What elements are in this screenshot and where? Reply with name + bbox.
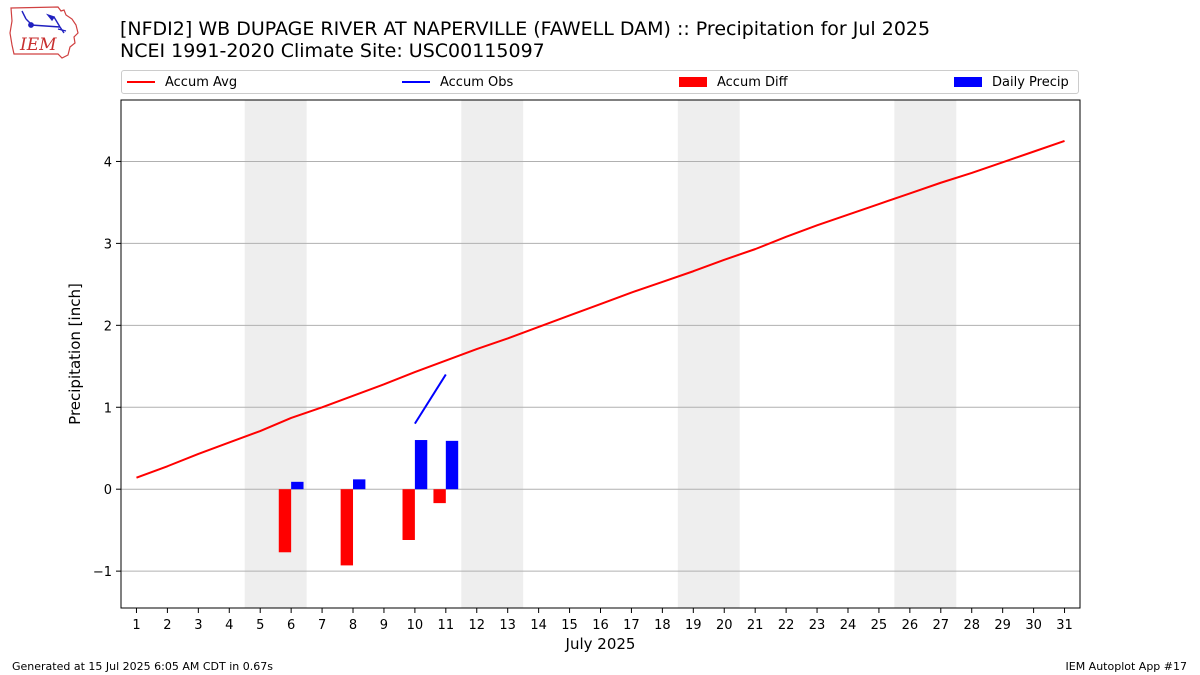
x-tick-label: 15: [561, 618, 578, 633]
x-tick-label: 23: [809, 618, 826, 633]
chart-title: [NFDI2] WB DUPAGE RIVER AT NAPERVILLE (F…: [120, 18, 931, 40]
x-tick-label: 27: [933, 618, 950, 633]
legend-swatch-accum-avg: [127, 81, 155, 83]
legend-item-daily-precip: Daily Precip: [954, 71, 1069, 93]
legend-item-accum-diff: Accum Diff: [679, 71, 788, 93]
footer-app-id: IEM Autoplot App #17: [1065, 660, 1188, 673]
x-tick-label: 30: [1025, 618, 1042, 633]
x-tick-label: 25: [871, 618, 888, 633]
legend: Accum Avg Accum Obs Accum Diff Daily Pre…: [121, 70, 1079, 94]
bar-daily-precip-day-11: [445, 440, 459, 490]
x-tick-label: 11: [438, 618, 455, 633]
x-tick-label: 3: [194, 618, 202, 633]
line-accum-avg: [136, 140, 1065, 479]
x-tick-label: 6: [287, 618, 295, 633]
x-tick-label: 20: [716, 618, 733, 633]
plot-frame: [120, 99, 1081, 609]
x-tick-label: 16: [592, 618, 609, 633]
x-axis-label: July 2025: [565, 635, 636, 653]
legend-swatch-accum-diff: [679, 77, 707, 87]
y-tick-label: 0: [104, 483, 112, 498]
weather-station-icon: [21, 10, 67, 34]
bar-accum-diff-day-6: [278, 489, 292, 553]
x-tick-label: 4: [225, 618, 233, 633]
x-tick-label: 28: [963, 618, 980, 633]
x-tick-label: 8: [349, 618, 357, 633]
y-tick-label: 3: [104, 237, 112, 252]
legend-item-accum-obs: Accum Obs: [402, 71, 513, 93]
chart-subtitle: NCEI 1991-2020 Climate Site: USC00115097: [120, 40, 545, 62]
legend-label-accum-avg: Accum Avg: [165, 74, 238, 90]
weekend-band-3: [894, 100, 957, 608]
x-tick-label: 22: [778, 618, 795, 633]
x-tick-label: 13: [499, 618, 516, 633]
legend-label-accum-obs: Accum Obs: [440, 74, 514, 90]
legend-item-accum-avg: Accum Avg: [127, 71, 237, 93]
x-tick-label: 12: [468, 618, 485, 633]
x-tick-label: 26: [902, 618, 919, 633]
y-tick-label: −1: [93, 565, 112, 580]
legend-swatch-daily-precip: [954, 77, 982, 87]
bar-daily-precip-day-8: [353, 479, 366, 490]
x-tick-label: 9: [380, 618, 388, 633]
x-tick-label: 14: [530, 618, 547, 633]
grid-lines: [121, 160, 1080, 572]
y-tick-label: 4: [104, 155, 112, 170]
iem-logo: IEM: [9, 6, 79, 59]
weekend-band-2: [677, 100, 740, 608]
bar-accum-diff-day-8: [340, 489, 354, 566]
x-tick-label: 5: [256, 618, 264, 633]
iowa-outline-icon: [9, 6, 79, 59]
x-tick-label: 31: [1056, 618, 1073, 633]
bar-accum-diff-day-11: [433, 489, 446, 504]
x-tick-label: 21: [747, 618, 764, 633]
footer-generated: Generated at 15 Jul 2025 6:05 AM CDT in …: [12, 660, 273, 673]
y-axis-label: Precipitation [inch]: [66, 283, 84, 425]
x-tick-label: 24: [840, 618, 857, 633]
weekend-shading: [244, 100, 957, 608]
legend-label-daily-precip: Daily Precip: [992, 74, 1069, 90]
legend-swatch-accum-obs: [402, 81, 430, 83]
line-accum-obs: [414, 373, 447, 425]
weekend-band-1: [461, 100, 524, 608]
bar-daily-precip-day-10: [414, 440, 428, 490]
x-tick-label: 19: [685, 618, 702, 633]
weekend-band-0: [244, 100, 307, 608]
series-lines: [136, 140, 1065, 479]
y-tick-label: 1: [104, 401, 112, 416]
legend-label-accum-diff: Accum Diff: [717, 74, 788, 90]
x-axis-ticks: 1 2 3 4 5 6 7 8 9 10 11 12 13 14 15 16 17 18 19 20 21 22 23 24 2…: [132, 608, 1073, 633]
x-tick-label: 17: [623, 618, 640, 633]
y-tick-label: 2: [104, 319, 112, 334]
x-tick-label: 18: [654, 618, 671, 633]
x-tick-label: 2: [163, 618, 171, 633]
logo-text: IEM: [19, 35, 57, 55]
x-tick-label: 10: [407, 618, 424, 633]
x-tick-label: 1: [132, 618, 140, 633]
y-axis-ticks: −1 0 1 2 3 4: [93, 155, 121, 580]
bar-daily-precip-day-6: [291, 481, 304, 490]
bars: [278, 440, 459, 566]
x-tick-label: 29: [994, 618, 1011, 633]
x-tick-label: 7: [318, 618, 326, 633]
bar-accum-diff-day-10: [402, 489, 415, 540]
